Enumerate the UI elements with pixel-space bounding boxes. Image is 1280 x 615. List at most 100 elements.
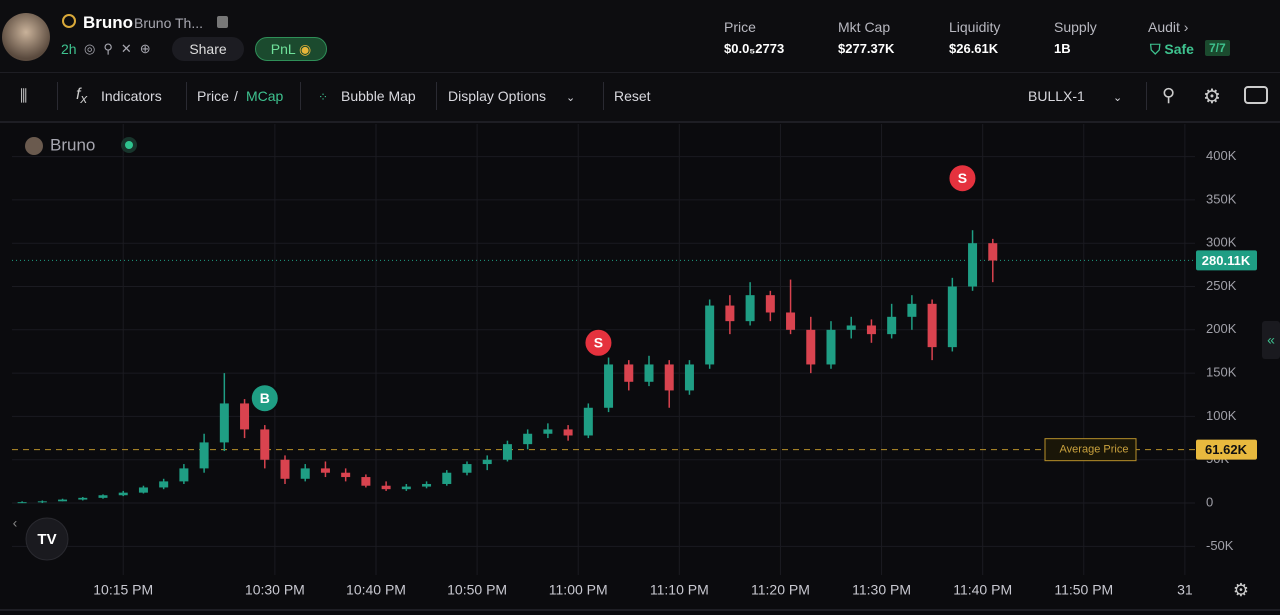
trade-marker: [947, 163, 978, 194]
candle-body: [260, 429, 270, 460]
axis-settings[interactable]: ⚙: [1233, 580, 1249, 600]
y-tick-label: 350K: [1206, 191, 1237, 206]
pnl-button[interactable]: PnL ◉: [255, 37, 327, 61]
indicators-button[interactable]: Indicators: [101, 88, 162, 104]
price-toggle[interactable]: Price: [197, 88, 229, 104]
caret: ⌄: [1113, 92, 1123, 104]
candle-body: [846, 325, 856, 330]
caret: ⌄: [566, 92, 576, 104]
bubble-map-button[interactable]: Bubble Map: [341, 88, 416, 104]
candle-body: [58, 499, 68, 502]
pnl-label: PnL: [270, 41, 296, 57]
candle-body: [887, 316, 897, 335]
candle-body: [583, 407, 593, 436]
candle-body: [280, 459, 290, 479]
average-price-box: [1044, 438, 1137, 462]
y-tick-label: 0: [1206, 494, 1213, 509]
audit-text: Audit: [1148, 19, 1180, 35]
tv-logo[interactable]: [25, 517, 69, 561]
y-tick-label: -50K: [1206, 538, 1234, 553]
candle-body: [138, 487, 148, 493]
draw-icon[interactable]: ⚲: [1162, 85, 1176, 105]
candle-body: [988, 243, 998, 261]
audit-status: ⛉ Safe: [1150, 41, 1194, 57]
current-price-tag: [1196, 250, 1257, 271]
candle-body: [502, 444, 512, 460]
x-tick-label: 31: [1177, 582, 1193, 598]
audit-label[interactable]: Audit ›: [1148, 19, 1189, 35]
candle-body: [806, 329, 816, 365]
stat-label: Price: [724, 19, 756, 35]
candle-body: [684, 364, 694, 391]
average-price-label: 61.62K: [1205, 442, 1248, 457]
candle-body: [705, 305, 715, 365]
trade-marker-label: B: [260, 390, 270, 406]
candle-body: [927, 303, 937, 348]
chart-background: [0, 124, 1280, 610]
candle-body: [320, 468, 330, 473]
settings-icon[interactable]: ⚙: [1203, 86, 1221, 108]
y-tick-label: 200K: [1206, 321, 1237, 336]
candle-body: [745, 295, 755, 322]
candle-body: [118, 492, 128, 496]
token-age: 2h: [61, 41, 77, 57]
candle-body: [482, 459, 492, 465]
separator: [300, 82, 301, 110]
candle-body: [866, 325, 876, 335]
legend-avatar: [25, 137, 43, 155]
trade-marker: [583, 327, 614, 358]
candle-body: [624, 364, 634, 382]
mcap-toggle[interactable]: MCap: [246, 88, 284, 104]
candle-body: [664, 364, 674, 391]
trade-marker-label: S: [594, 335, 603, 351]
candle-body: [98, 495, 108, 498]
x-tick-label: 10:50 PM: [447, 582, 507, 598]
x-tick-label: 11:00 PM: [549, 582, 608, 598]
candle-body: [907, 303, 917, 317]
candle-body: [442, 472, 452, 484]
candle-body: [563, 429, 573, 436]
candle-body: [37, 501, 47, 503]
copy-icon[interactable]: [217, 16, 228, 28]
trade-marker: [249, 383, 280, 414]
separator: [1146, 82, 1147, 110]
candle-body: [78, 497, 88, 500]
candle-body: [361, 477, 371, 486]
badge-icon: [62, 14, 76, 28]
chart-type-icon[interactable]: ⫼: [20, 88, 28, 105]
x-tick-label: 10:30 PM: [245, 582, 305, 598]
display-options-button[interactable]: Display Options: [448, 88, 547, 104]
separator: [57, 82, 58, 110]
candle-body: [422, 483, 432, 487]
social-icons[interactable]: ◎⚲✕⊕: [84, 41, 159, 56]
live-dot: [125, 141, 133, 149]
candle-body: [219, 403, 229, 443]
camera-icon[interactable]: [1244, 86, 1268, 104]
share-button[interactable]: Share: [172, 37, 244, 61]
stat-value: $0.0₅2773: [724, 41, 785, 56]
audit-score: 7/7: [1205, 40, 1230, 56]
source-select[interactable]: BULLX-1: [1028, 88, 1085, 104]
stat-value: $26.61K: [949, 41, 999, 56]
scroll-left[interactable]: ‹: [13, 515, 18, 531]
side-panel-toggle[interactable]: [1262, 321, 1280, 359]
toolbar: [0, 73, 1280, 123]
candle-body: [644, 364, 654, 382]
candle-body: [381, 485, 391, 490]
candle-body: [462, 464, 472, 473]
y-tick-label: 100K: [1206, 408, 1237, 423]
candle-body: [826, 329, 836, 365]
stat-value: $277.37K: [838, 41, 895, 56]
x-tick-label: 11:10 PM: [650, 582, 709, 598]
y-tick-label: 150K: [1206, 365, 1237, 380]
candle-body: [765, 295, 775, 313]
stat-value: 1B: [1054, 41, 1071, 56]
token-full-name: Bruno Th...: [134, 15, 204, 31]
audit-status-text: Safe: [1164, 41, 1194, 57]
indicators-icon[interactable]: fx: [76, 86, 88, 107]
candle-body: [786, 312, 796, 330]
average-price-name: Average Price: [1060, 444, 1129, 456]
reset-button[interactable]: Reset: [614, 88, 651, 104]
